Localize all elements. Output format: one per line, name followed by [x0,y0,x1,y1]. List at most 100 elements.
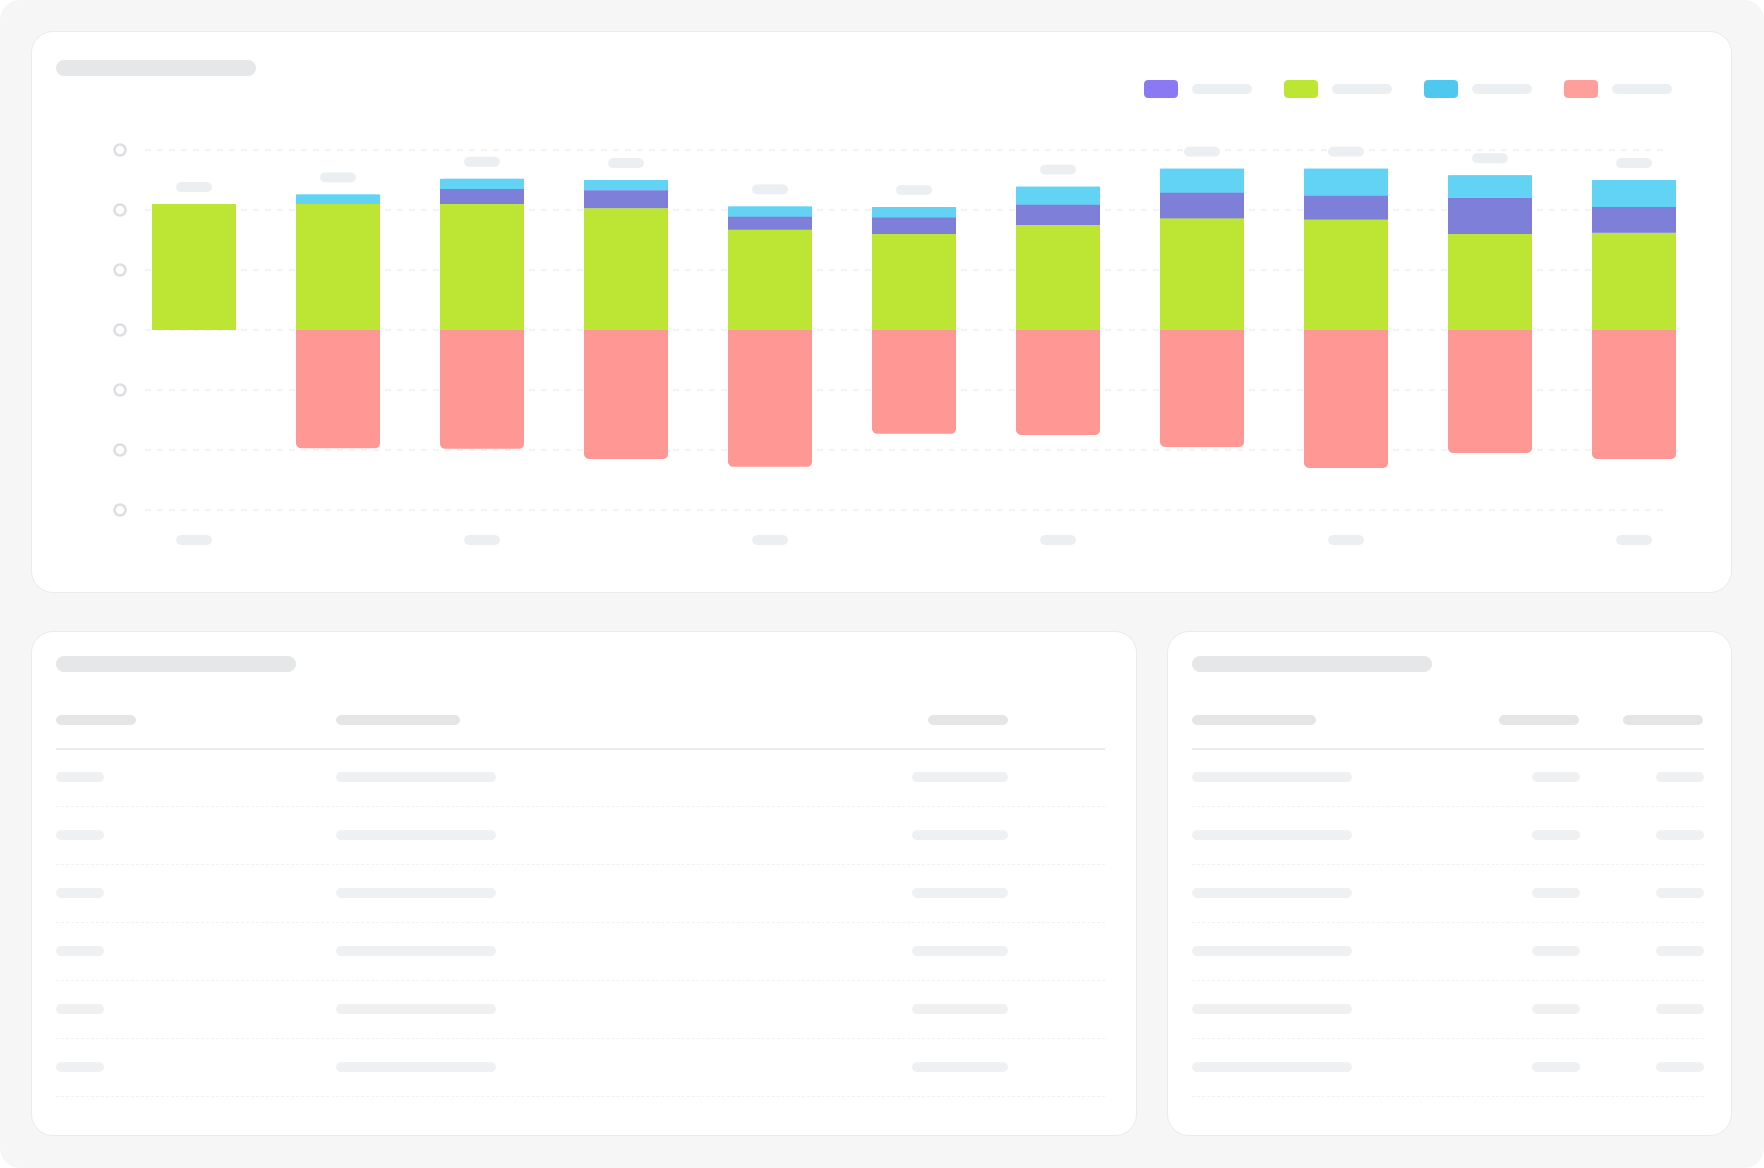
bar-segment-negative [728,330,812,463]
bar-segment [872,217,956,234]
bar-segment [296,204,380,330]
table-right-cell [1656,1062,1704,1072]
table-left-cell [336,830,496,840]
bar-top-cap [1304,168,1388,177]
bar-bottom-cap [1304,458,1388,468]
bar-segment-negative [440,330,524,445]
bar-bottom-cap [584,449,668,459]
bar-value-label [1040,164,1076,175]
table-right-row-divider [1192,1096,1704,1097]
table-left-cell [912,772,1008,782]
bar-segment [728,216,812,230]
table-right-row-divider [1192,922,1704,923]
table-left-cell [912,888,1008,898]
table-right-cell [1656,946,1704,956]
table-right-header-col3 [1623,715,1703,725]
table-right-cell [1192,888,1352,898]
table-right-cell [1656,1004,1704,1014]
bar-top-cap [152,204,236,212]
table-right-row-divider [1192,864,1704,865]
bar-value-label [896,185,932,195]
y-tick-marker [113,203,127,217]
table-left-cell [336,888,496,898]
bar-segment-negative [1160,330,1244,443]
y-tick-marker [113,143,127,157]
bar-segment-negative [1304,330,1388,464]
bar-top-cap [584,180,668,188]
x-tick-label [464,535,500,545]
table-right-cell [1532,772,1580,782]
legend-item-red[interactable] [1564,80,1674,98]
table-left-cell [56,1062,104,1072]
bar-segment [1016,225,1100,330]
y-tick-marker [113,263,127,277]
stacked-bar-chart [113,143,1676,545]
bar-segment-negative [1448,330,1532,449]
x-tick-label [1328,535,1364,545]
legend-item-cyan[interactable] [1424,80,1534,98]
legend-swatch [1424,80,1458,98]
bar-top-cap [1160,168,1244,177]
legend-item-purple[interactable] [1144,80,1254,98]
table-left-cell [912,830,1008,840]
table-left-row-divider [56,1096,1105,1097]
table-card-right [1167,631,1732,1136]
bar-bottom-cap [440,438,524,449]
y-tick-marker [113,443,127,457]
table-left-cell [336,946,496,956]
bar-value-label [1472,153,1508,164]
bar-segment [1304,219,1388,330]
table-left-cell [56,888,104,898]
legend-item-green[interactable] [1284,80,1394,98]
bar-bottom-cap [1448,443,1532,453]
table-left-cell [912,946,1008,956]
table-right-row-divider [1192,1038,1704,1039]
x-tick-label [1040,535,1076,545]
table-right-cell [1656,888,1704,898]
bar-segment [1448,198,1532,234]
bar-value-label [1184,146,1220,157]
table-left-cell [912,1004,1008,1014]
table-left-row-divider [56,922,1105,923]
table-right-header-col2 [1499,715,1579,725]
table-right-row-divider [1192,806,1704,807]
bar-value-label [176,182,212,192]
table-right-title-placeholder [1192,656,1432,672]
bar-segment [1448,234,1532,330]
table-left-header-col3 [928,715,1008,725]
legend-label [1332,84,1392,94]
table-left-row-divider [56,1038,1105,1039]
table-left-header-col2 [336,715,460,725]
bar-top-cap [1448,175,1532,184]
bar-value-label [464,156,500,167]
bar-segment [584,190,668,209]
table-right-cell [1192,772,1352,782]
bar-segment [152,204,236,330]
table-right-header-col1 [1192,715,1316,725]
legend-label [1472,84,1532,94]
table-card-left [31,631,1137,1136]
bar-segment-negative [1016,330,1100,431]
table-left-cell [56,830,104,840]
table-right-cell [1656,830,1704,840]
bar-bottom-cap [728,456,812,467]
bar-segment [728,229,812,330]
table-left-row-divider [56,864,1105,865]
chart-title-placeholder [56,60,256,76]
legend-label [1192,84,1252,94]
bar-segment [872,234,956,330]
table-right-cell [1532,1062,1580,1072]
y-tick-marker [113,383,127,397]
table-left-title-placeholder [56,656,296,672]
table-left-header-divider [56,748,1105,750]
table-right-cell [1192,1062,1352,1072]
bar-segment [1592,232,1676,330]
table-right-cell [1192,946,1352,956]
table-right-row-divider [1192,980,1704,981]
bar-segment-negative [1592,330,1676,455]
legend-swatch [1144,80,1178,98]
table-left-cell [336,1004,496,1014]
table-left-header-col1 [56,715,136,725]
bar-bottom-cap [296,438,380,449]
table-left-cell [912,1062,1008,1072]
